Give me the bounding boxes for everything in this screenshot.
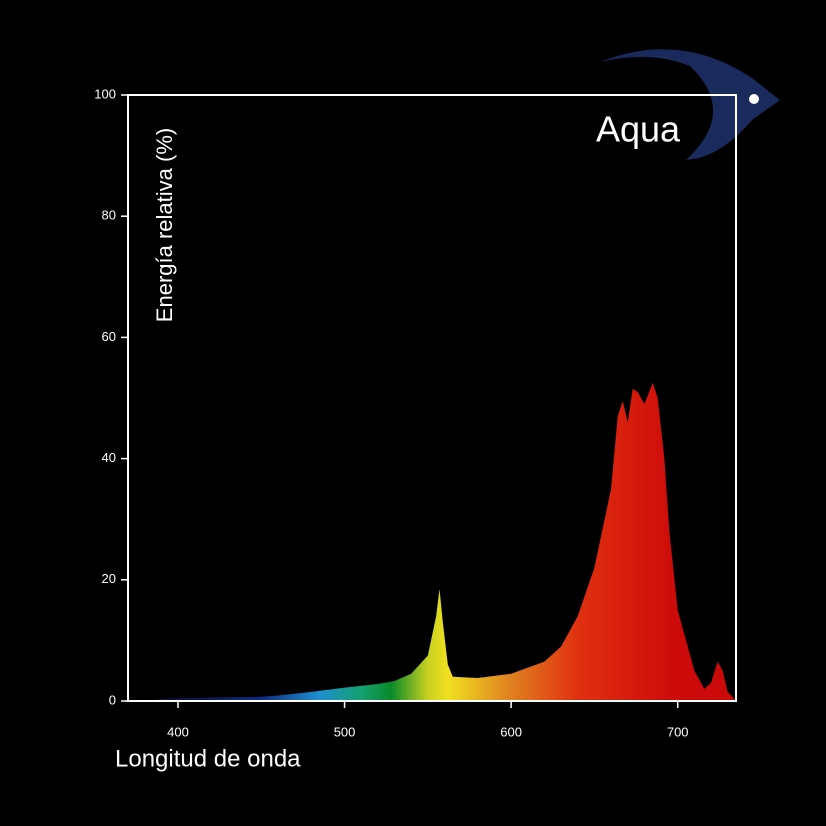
plot-frame: [127, 94, 737, 702]
y-axis-label: Energía relativa (%): [152, 128, 177, 322]
y-tick-label: 80: [102, 208, 116, 223]
y-tick-label: 20: [102, 571, 116, 586]
y-tick-label: 0: [109, 692, 116, 707]
y-tick-label: 40: [102, 450, 116, 465]
y-tick-label: 60: [102, 329, 116, 344]
x-tick-label: 700: [667, 724, 689, 739]
logo-text: Aqua: [596, 109, 681, 150]
logo-eye: [749, 94, 759, 104]
x-tick-label: 400: [167, 724, 189, 739]
y-tick-label: 100: [94, 86, 116, 101]
x-tick-label: 600: [500, 724, 522, 739]
x-tick-label: 500: [334, 724, 356, 739]
x-axis-label: Longitud de onda: [115, 745, 301, 772]
spectrum-area: [144, 382, 736, 701]
